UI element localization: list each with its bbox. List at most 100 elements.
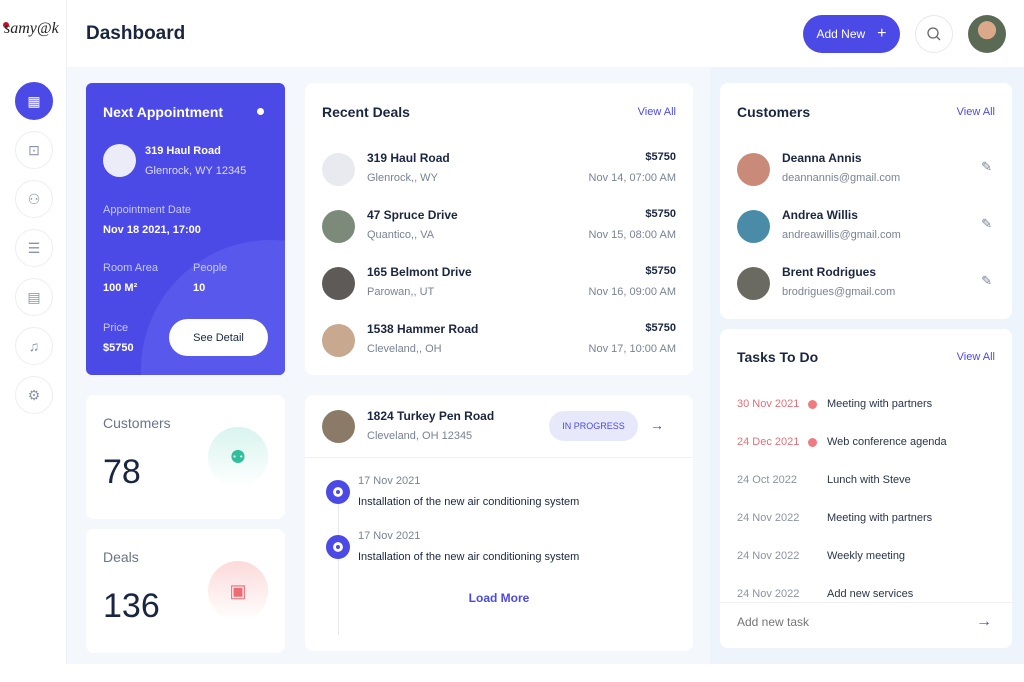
users-icon: ⚉ <box>208 427 268 487</box>
customer-avatar <box>737 267 770 300</box>
customers-stat-value: 78 <box>103 453 141 491</box>
arrow-right-icon[interactable]: → <box>650 417 664 433</box>
deal-name: 1824 Turkey Pen Road <box>367 409 495 423</box>
property-thumbnail <box>322 324 355 357</box>
deal-row[interactable]: 319 Haul Road Glenrock,, WY $5750 Nov 14, 0… <box>322 151 676 191</box>
logo: samy@k <box>4 20 59 37</box>
customer-avatar <box>737 153 770 186</box>
deal-price: $5750 <box>645 151 676 163</box>
deal-name: 319 Haul Road <box>367 151 450 165</box>
timeline-text: Installation of the new air conditioning… <box>358 551 580 563</box>
customer-name: Brent Rodrigues <box>782 265 877 279</box>
appointment-date: Nov 18 2021, 17:00 <box>103 224 201 236</box>
task-item[interactable]: 24 Dec 2021 Web conference agenda <box>737 436 997 452</box>
sidebar-item-calendar[interactable]: ▤ <box>15 278 53 316</box>
deal-row[interactable]: 47 Spruce Drive Quantico,, VA $5750 Nov 15,… <box>322 208 676 248</box>
page-title: Dashboard <box>86 23 186 44</box>
customer-email: andreawillis@gmail.com <box>782 229 901 241</box>
task-name: Meeting with partners <box>827 398 933 410</box>
bell-icon: ♫ <box>28 338 40 354</box>
customers-stat-label: Customers <box>103 415 171 431</box>
task-item[interactable]: 30 Nov 2021 Meeting with partners <box>737 398 997 414</box>
edit-pencil-icon[interactable]: ✎ <box>981 216 992 231</box>
timeline-text: Installation of the new air conditioning… <box>358 496 580 508</box>
task-date: 24 Nov 2022 <box>737 588 800 600</box>
customer-row[interactable]: Deanna Annis deannannis@gmail.com ✎ <box>720 151 1012 191</box>
add-new-button[interactable]: Add New + <box>803 15 900 53</box>
property-thumbnail <box>322 210 355 243</box>
add-task-input[interactable] <box>737 615 957 629</box>
checklist-icon: ☰ <box>27 239 41 256</box>
plus-icon: + <box>877 25 887 42</box>
deal-name: 47 Spruce Drive <box>367 208 458 222</box>
task-date: 24 Nov 2022 <box>737 550 800 562</box>
sidebar-item-briefcase[interactable]: ⊡ <box>15 131 53 169</box>
deals-stat-value: 136 <box>103 587 160 625</box>
alert-icon <box>808 400 817 409</box>
deal-name: 1538 Hammer Road <box>367 322 479 336</box>
task-name: Web conference agenda <box>827 436 947 448</box>
timeline-item: 17 Nov 2021 Installation of the new air c… <box>326 475 666 515</box>
deal-detail-card: 1824 Turkey Pen Road Cleveland, OH 12345… <box>305 395 693 651</box>
deal-location: Cleveland,, OH <box>367 343 442 355</box>
room-value: 100 M² <box>103 282 138 294</box>
deal-location: Glenrock,, WY <box>367 172 438 184</box>
deal-price: $5750 <box>645 208 676 220</box>
customer-email: brodrigues@gmail.com <box>782 286 896 298</box>
customer-row[interactable]: Andrea Willis andreawillis@gmail.com ✎ <box>720 208 1012 248</box>
recent-deals-card: Recent Deals View All 319 Haul Road Glenr… <box>305 83 693 375</box>
deal-date: Nov 14, 07:00 AM <box>588 172 676 184</box>
sidebar-item-dashboard[interactable]: ▦ <box>15 82 53 120</box>
room-label: Room Area <box>103 262 159 274</box>
sidebar-item-bell[interactable]: ♫ <box>15 327 53 365</box>
customers-view-all[interactable]: View All <box>956 106 995 118</box>
sidebar-item-gear[interactable]: ⚙ <box>15 376 53 414</box>
property-thumbnail <box>322 267 355 300</box>
task-item[interactable]: 24 Nov 2022 Meeting with partners <box>737 512 997 528</box>
deals-stat-card: Deals 136 ▣ <box>86 529 285 653</box>
task-name: Add new services <box>827 588 914 600</box>
customer-name: Deanna Annis <box>782 151 862 165</box>
property-thumbnail <box>322 410 355 443</box>
customer-name: Andrea Willis <box>782 208 858 222</box>
task-item[interactable]: 24 Nov 2022 Weekly meeting <box>737 550 997 566</box>
people-label: People <box>193 262 228 274</box>
search-button[interactable] <box>915 15 953 53</box>
task-item[interactable]: 24 Oct 2022 Lunch with Steve <box>737 474 997 490</box>
dashboard-icon: ▦ <box>27 92 41 109</box>
alert-icon <box>808 438 817 447</box>
see-detail-button[interactable]: See Detail <box>169 319 268 356</box>
edit-pencil-icon[interactable]: ✎ <box>981 159 992 174</box>
task-name: Weekly meeting <box>827 550 906 562</box>
sidebar-item-users[interactable]: ⚇ <box>15 180 53 218</box>
edit-pencil-icon[interactable]: ✎ <box>981 273 992 288</box>
deal-location: Parowan,, UT <box>367 286 435 298</box>
tasks-view-all[interactable]: View All <box>956 351 995 363</box>
deal-date: Nov 16, 09:00 AM <box>588 286 676 298</box>
deals-stat-label: Deals <box>103 549 139 565</box>
timeline-dot-icon <box>326 480 350 504</box>
recent-deals-view-all[interactable]: View All <box>637 106 676 118</box>
sidebar-item-checklist[interactable]: ☰ <box>15 229 53 267</box>
deal-price: $5750 <box>645 322 676 334</box>
appointment-address: Glenrock, WY 12345 <box>145 165 247 177</box>
menu-dot-icon[interactable] <box>257 108 264 115</box>
timeline-dot-icon <box>326 535 350 559</box>
deal-name: 165 Belmont Drive <box>367 265 472 279</box>
users-icon: ⚇ <box>27 190 41 207</box>
property-thumbnail <box>103 144 136 177</box>
load-more-button[interactable]: Load More <box>468 591 530 605</box>
user-avatar[interactable] <box>968 15 1006 53</box>
briefcase-icon: ▣ <box>208 561 268 621</box>
date-label: Appointment Date <box>103 204 192 216</box>
task-item[interactable]: 24 Nov 2022 Add new services <box>737 588 997 604</box>
timeline-date: 17 Nov 2021 <box>358 475 421 487</box>
appointment-name: 319 Haul Road <box>145 145 221 157</box>
search-icon <box>927 27 941 41</box>
deal-row[interactable]: 165 Belmont Drive Parowan,, UT $5750 Nov 16… <box>322 265 676 305</box>
deal-row[interactable]: 1538 Hammer Road Cleveland,, OH $5750 Nov 1… <box>322 322 676 362</box>
add-new-label: Add New <box>816 27 866 41</box>
submit-task-arrow-icon[interactable]: → <box>976 613 992 630</box>
customer-row[interactable]: Brent Rodrigues brodrigues@gmail.com ✎ <box>720 265 1012 305</box>
deal-location: Quantico,, VA <box>367 229 435 241</box>
